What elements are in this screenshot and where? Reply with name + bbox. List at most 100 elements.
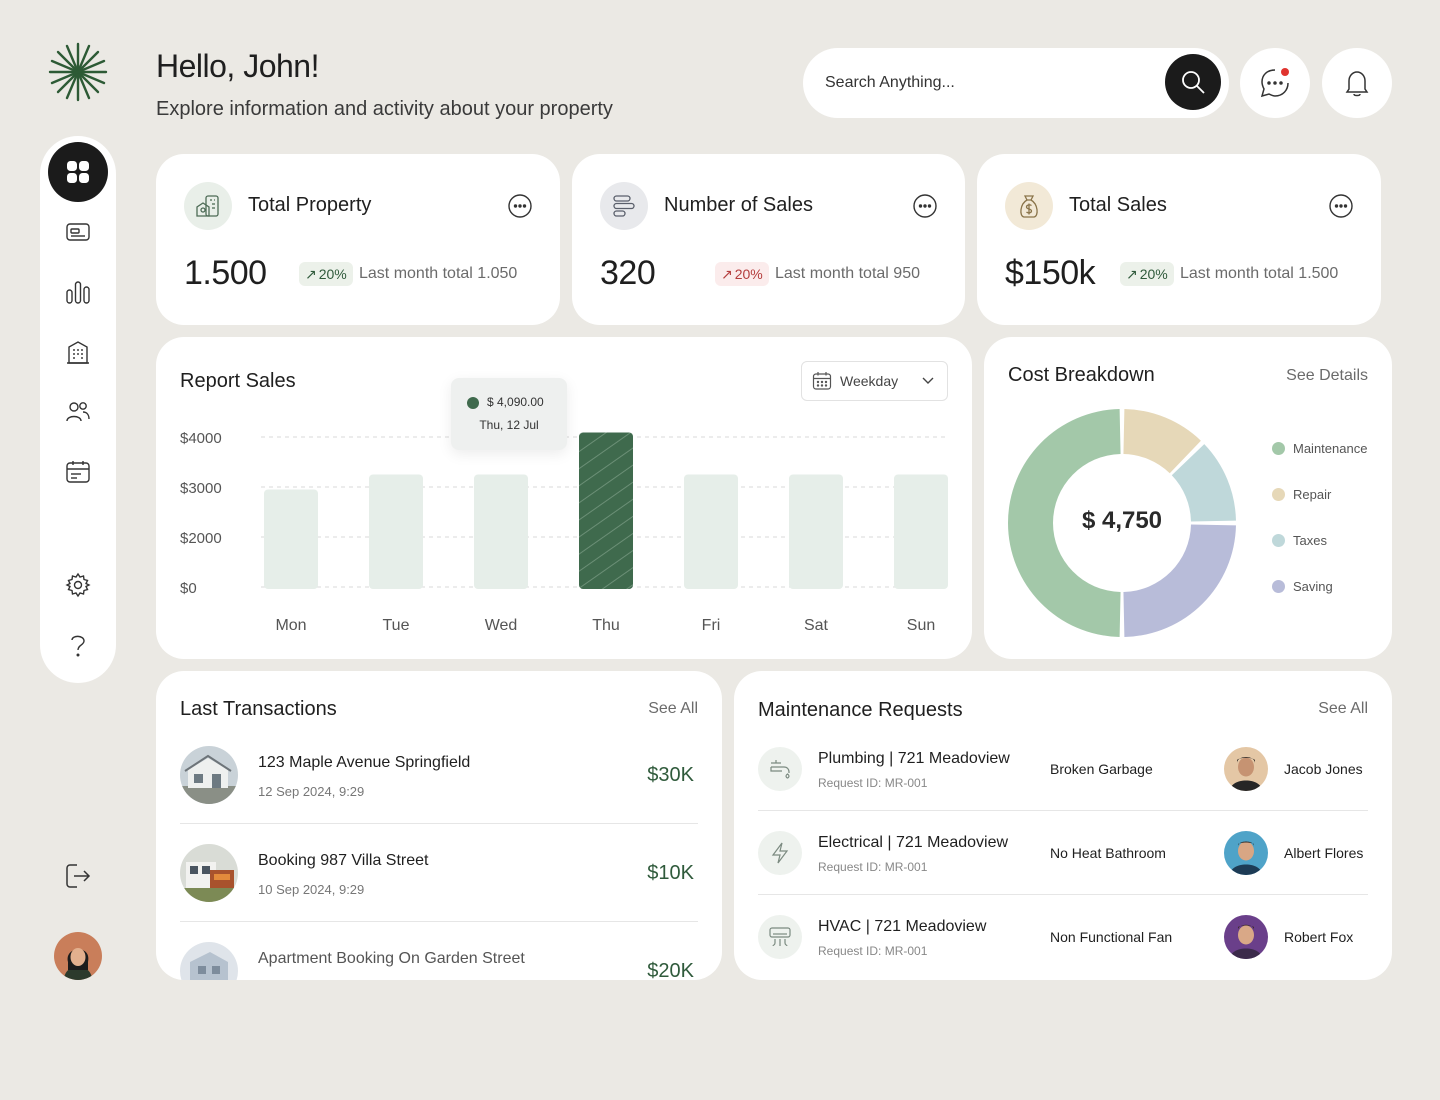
trend-down-icon: ↗ — [721, 265, 733, 282]
faucet-icon — [758, 747, 802, 791]
user-avatar[interactable] — [54, 932, 102, 980]
request-id: Request ID: MR-001 — [818, 776, 928, 790]
person-photo-icon — [1224, 831, 1268, 875]
tooltip-date: Thu, 12 Jul — [479, 418, 539, 432]
report-sales-chart: $4000 $3000 $2000 $0 Mon Tue Wed Thu Fri Sat Sun — [180, 430, 948, 634]
bar-thu[interactable] — [579, 432, 633, 590]
property-thumbnail — [180, 746, 238, 804]
sidebar-item-properties[interactable] — [48, 322, 108, 382]
transaction-date: 12 Sep 2024, 9:29 — [258, 784, 365, 799]
see-details-link[interactable]: See Details — [1286, 367, 1368, 384]
apartment-photo-icon — [180, 942, 238, 980]
search-button[interactable] — [1165, 54, 1221, 110]
bar-sat[interactable] — [789, 474, 843, 590]
y-tick-label: $4000 — [180, 430, 222, 447]
assignee-avatar — [1224, 747, 1268, 791]
lightning-icon — [758, 831, 802, 875]
x-tick-label: Sat — [804, 617, 829, 634]
report-sales-title: Report Sales — [180, 370, 296, 392]
brand-logo[interactable] — [48, 42, 108, 102]
cost-breakdown-title: Cost Breakdown — [1008, 364, 1155, 386]
bar-mon[interactable] — [264, 489, 318, 590]
bar-tue[interactable] — [369, 474, 423, 590]
tooltip-value: $ 4,090.00 — [487, 395, 544, 409]
chat-icon — [1260, 68, 1289, 98]
sidebar — [40, 136, 116, 683]
sidebar-item-help[interactable] — [48, 615, 108, 675]
transaction-row[interactable]: Apartment Booking On Garden Street $20K — [180, 942, 698, 980]
more-options-icon[interactable] — [1329, 194, 1353, 218]
legend-repair: Repair — [1272, 487, 1331, 502]
legend-swatch — [1272, 442, 1285, 455]
sidebar-item-analytics[interactable] — [48, 262, 108, 322]
dashboard-icon — [67, 161, 89, 183]
users-icon — [66, 402, 90, 422]
logout-button[interactable] — [60, 858, 96, 894]
transaction-amount: $10K — [647, 862, 694, 884]
sidebar-item-wallet[interactable] — [48, 202, 108, 262]
stat-card-number-of-sales: Number of Sales 320 ↗ 20% Last month tota… — [572, 154, 965, 325]
more-options-icon[interactable] — [913, 194, 937, 218]
transaction-row[interactable]: Booking 987 Villa Street 10 Sep 2024, 9:… — [180, 844, 698, 942]
transaction-name: Booking 987 Villa Street — [258, 852, 429, 869]
cost-breakdown-donut — [1008, 409, 1236, 637]
maintenance-see-all-link[interactable]: See All — [1318, 700, 1368, 717]
last-transactions-card: Last Transactions See All 123 Maple Aven… — [156, 671, 722, 980]
bar-fri[interactable] — [684, 474, 738, 590]
property-thumbnail — [180, 844, 238, 902]
transactions-see-all-link[interactable]: See All — [648, 700, 698, 717]
period-select[interactable]: Weekday — [801, 361, 948, 401]
stat-card-total-property: Total Property 1.500 ↗ 20% Last month tot… — [156, 154, 560, 325]
maintenance-row[interactable]: Plumbing | 721 Meadoview Request ID: MR-… — [758, 747, 1368, 831]
sidebar-item-dashboard[interactable] — [48, 142, 108, 202]
trend-badge: ↗ 20% — [299, 262, 353, 286]
assignee-avatar — [1224, 831, 1268, 875]
legend-swatch — [1272, 580, 1285, 593]
stat-title: Total Sales — [1069, 194, 1167, 216]
stat-card-total-sales: Total Sales $150k ↗ 20% Last month total … — [977, 154, 1381, 325]
transaction-row[interactable]: 123 Maple Avenue Springfield 12 Sep 2024… — [180, 746, 698, 844]
donut-slice-repair[interactable] — [1123, 409, 1201, 474]
sidebar-item-settings[interactable] — [48, 555, 108, 615]
user-avatar-image — [54, 932, 102, 980]
trend-percent: 20% — [318, 266, 347, 282]
air-conditioner-icon — [758, 915, 802, 959]
sales-stat-icon — [600, 182, 648, 230]
legend-label: Saving — [1293, 579, 1333, 594]
stat-value: 320 — [600, 254, 656, 292]
bar-sun[interactable] — [894, 474, 948, 590]
sidebar-item-calendar[interactable] — [48, 442, 108, 502]
money-stat-icon — [1005, 182, 1053, 230]
property-stat-icon — [184, 182, 232, 230]
legend-maintenance: Maintenance — [1272, 441, 1367, 456]
bar-wed[interactable] — [474, 474, 528, 590]
assignee-name: Robert Fox — [1284, 929, 1354, 945]
tooltip-dot — [467, 397, 479, 409]
villa-photo-icon — [180, 844, 238, 902]
report-sales-card: Report Sales Weekday $4000 $3000 $2000 $0 M… — [156, 337, 972, 659]
request-issue: Non Functional Fan — [1050, 929, 1173, 945]
request-id: Request ID: MR-001 — [818, 860, 928, 874]
more-options-icon[interactable] — [508, 194, 532, 218]
bars-horizontal-icon — [613, 195, 635, 217]
notifications-button[interactable] — [1322, 48, 1392, 118]
building-icon — [67, 341, 89, 364]
search-input[interactable] — [825, 68, 1155, 98]
stat-note: Last month total 1.500 — [1180, 265, 1339, 282]
transaction-name: Apartment Booking On Garden Street — [258, 950, 525, 967]
donut-slice-taxes[interactable] — [1171, 444, 1236, 522]
transaction-amount: $20K — [647, 960, 694, 980]
period-select-value: Weekday — [840, 373, 899, 389]
legend-saving: Saving — [1272, 579, 1333, 594]
calendar-icon — [812, 372, 832, 390]
maintenance-row[interactable]: Electrical | 721 Meadoview Request ID: M… — [758, 831, 1368, 915]
divider — [758, 810, 1368, 811]
x-tick-label: Tue — [383, 617, 410, 634]
sidebar-item-users[interactable] — [48, 382, 108, 442]
maintenance-row[interactable]: HVAC | 721 Meadoview Request ID: MR-001 … — [758, 915, 1368, 999]
donut-slice-saving[interactable] — [1123, 524, 1236, 637]
messages-button[interactable] — [1240, 48, 1310, 118]
legend-swatch — [1272, 534, 1285, 547]
y-tick-label: $0 — [180, 580, 197, 597]
donut-slice-maintenance[interactable] — [1008, 409, 1121, 637]
